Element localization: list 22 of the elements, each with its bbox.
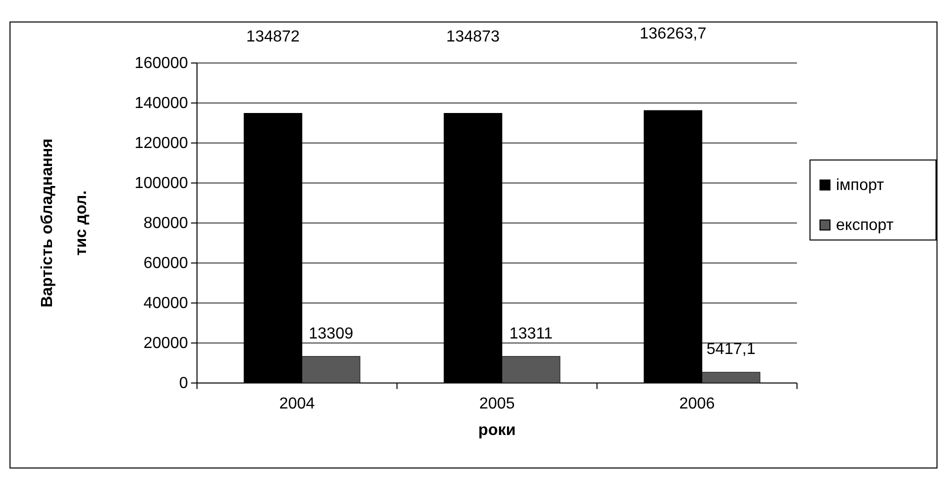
data-label: 134872 — [246, 28, 300, 46]
legend-label: експорт — [836, 217, 894, 234]
y-tick-label: 60000 — [144, 255, 188, 272]
x-axis-title: роки — [478, 422, 516, 439]
y-tick-label: 40000 — [144, 295, 188, 312]
y-tick-label: 20000 — [144, 335, 188, 352]
y-tick-label: 0 — [179, 375, 188, 392]
y-axis-title: Вартість обладнання тис дол. — [39, 138, 90, 308]
data-label: 134873 — [446, 28, 500, 46]
x-tick-label: 2005 — [479, 395, 515, 412]
legend-label: імпорт — [836, 177, 885, 194]
x-tick-label: 2006 — [679, 395, 715, 412]
data-label: 13311 — [509, 325, 553, 342]
data-label: 5417,1 — [706, 341, 756, 358]
y-tick-label: 140000 — [134, 95, 188, 112]
y-tick-label: 120000 — [134, 135, 188, 152]
y-tick-label: 80000 — [144, 215, 188, 232]
y-tick-label: 160000 — [134, 55, 188, 72]
x-tick-label: 2004 — [279, 395, 315, 412]
data-label: 136263,7 — [640, 25, 706, 42]
y-tick-label: 100000 — [134, 175, 188, 192]
data-label: 13309 — [308, 325, 354, 342]
